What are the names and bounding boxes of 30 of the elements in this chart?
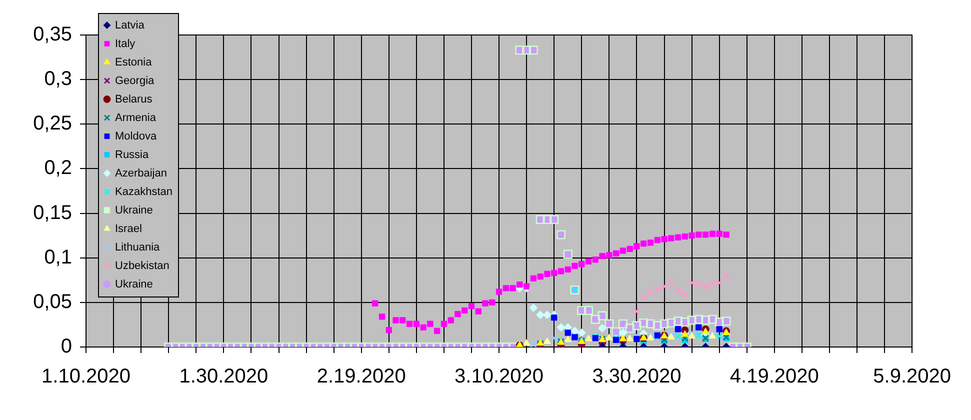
legend-label: Kazakhstan	[115, 186, 172, 198]
legend-label: Moldova	[115, 130, 158, 142]
legend-label: Armenia	[115, 112, 157, 124]
y-tick-label: 0,15	[33, 202, 72, 224]
y-tick-label: 0,3	[44, 68, 72, 90]
y-tick-label: 0,1	[44, 246, 72, 268]
x-tick-label: 3.30.2020	[592, 366, 682, 388]
legend-label: Ukraine	[115, 278, 153, 290]
legend-label: Belarus	[115, 93, 153, 106]
legend-label: Lithuania	[115, 241, 161, 254]
x-tick-label: 2.19.2020	[316, 366, 406, 388]
x-tick-label: 1.30.2020	[179, 366, 268, 388]
y-tick-label: 0	[60, 336, 72, 358]
y-tick-label: 0,25	[33, 112, 72, 135]
legend-label: Ukraine	[115, 204, 153, 216]
legend-label: Latvia	[115, 19, 146, 32]
y-tick-label: 0,35	[33, 24, 72, 46]
legend-label: Italy	[115, 38, 136, 50]
legend-label: Estonia	[115, 56, 153, 68]
y-tick-label: 0,05	[33, 290, 72, 313]
legend-label: Azerbaijan	[115, 167, 167, 180]
legend-label: Israel	[115, 222, 142, 235]
x-tick-label: 1.10.2020	[42, 366, 130, 388]
x-tick-label: 5.9.2020	[873, 366, 952, 388]
x-tick-label: 4.19.2020	[730, 366, 819, 388]
x-tick-label: 3.10.2020	[454, 366, 544, 388]
legend-label: Uzbekistan	[115, 260, 170, 272]
legend-label: Georgia	[115, 74, 156, 87]
legend-label: Russia	[115, 148, 150, 161]
y-tick-label: 0,2	[44, 157, 72, 180]
